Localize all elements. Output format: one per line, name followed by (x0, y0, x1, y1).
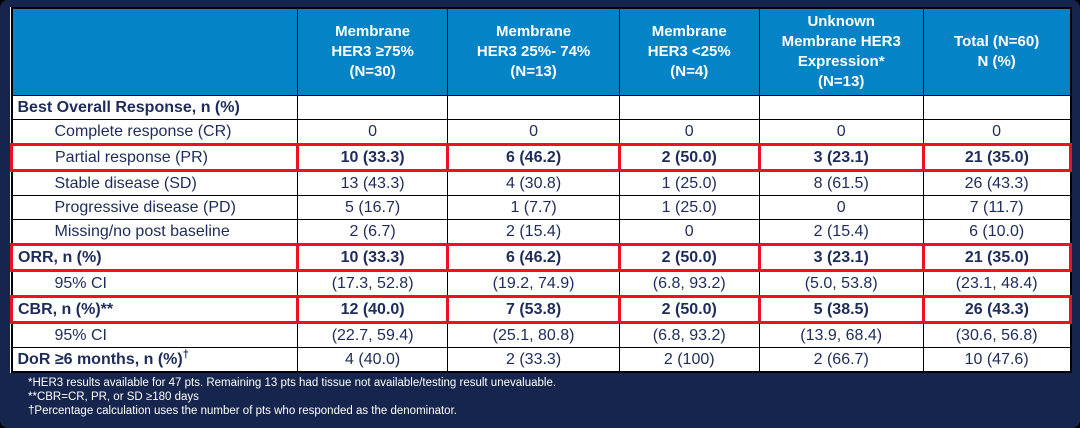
row-label: Progressive disease (PD) (11, 195, 298, 220)
data-cell: 0 (758, 119, 924, 145)
data-cell: 0 (618, 119, 760, 145)
data-cell: 0 (447, 119, 620, 145)
data-cell: 5 (16.7) (296, 195, 449, 220)
corner-header-cell (11, 7, 298, 96)
data-cell: 8 (61.5) (758, 170, 924, 196)
table-row: Partial response (PR) 10 (33.3) 6 (46.2) 2 … (10, 143, 1073, 172)
table-header-row: Membrane HER3 ≥75% (N=30) Membrane HER3 2… (11, 7, 1072, 96)
row-label: DoR ≥6 months, n (%)† (11, 347, 298, 373)
footnote-her3-availability: *HER3 results available for 47 pts. Rema… (28, 377, 557, 389)
table-row: ORR, n (%) 10 (33.3) 6 (46.2) 2 (50.0) 3 (23… (10, 243, 1073, 272)
data-cell (447, 95, 620, 120)
data-cell: 4 (30.8) (447, 170, 620, 196)
table-row: Complete response (CR) 0 0 0 0 0 (11, 119, 1072, 145)
data-cell: 2 (50.0) (617, 243, 761, 272)
row-label: 95% CI (11, 270, 298, 297)
row-label: Partial response (PR) (10, 143, 299, 172)
data-cell: 21 (35.0) (921, 143, 1073, 172)
data-cell: 6 (46.2) (446, 143, 621, 172)
data-cell: 3 (23.1) (757, 143, 925, 172)
data-cell: 7 (11.7) (922, 195, 1072, 220)
data-cell: (25.1, 80.8) (447, 322, 620, 348)
data-cell: 2 (50.0) (617, 143, 761, 172)
footnote-percentage-denominator: †Percentage calculation uses the number … (28, 405, 457, 417)
data-cell: 6 (10.0) (922, 219, 1072, 245)
data-cell: 10 (33.3) (295, 143, 450, 172)
best-overall-response-table: Membrane HER3 ≥75% (N=30) Membrane HER3 2… (10, 7, 1073, 373)
row-label: Missing/no post baseline (11, 219, 298, 245)
data-cell: 12 (40.0) (295, 295, 450, 324)
data-cell: 26 (43.3) (921, 295, 1073, 324)
table-row: 95% CI (22.7, 59.4) (25.1, 80.8) (6.8, 93.2… (11, 322, 1072, 348)
data-cell: 0 (922, 119, 1072, 145)
data-cell: 3 (23.1) (757, 243, 925, 272)
data-cell: 10 (33.3) (295, 243, 450, 272)
data-cell: (17.3, 52.8) (296, 270, 449, 297)
data-cell: 2 (66.7) (758, 347, 924, 373)
data-cell: 2 (100) (618, 347, 760, 373)
data-cell: 5 (38.5) (757, 295, 925, 324)
data-cell: 1 (25.0) (618, 195, 760, 220)
data-cell: 2 (15.4) (447, 219, 620, 245)
data-cell: (22.7, 59.4) (296, 322, 449, 348)
data-cell (618, 95, 760, 120)
table-row: CBR, n (%)** 12 (40.0) 7 (53.8) 2 (50.0) 5 (… (10, 295, 1073, 324)
table-row: 95% CI (17.3, 52.8) (19.2, 74.9) (6.8, 93.2… (11, 270, 1072, 297)
data-cell: (6.8, 93.2) (618, 322, 760, 348)
footnote-cbr-definition: **CBR=CR, PR, or SD ≥180 days (28, 391, 199, 403)
data-cell (758, 95, 924, 120)
data-cell: 0 (296, 119, 449, 145)
data-cell: 6 (46.2) (446, 243, 621, 272)
data-cell: (13.9, 68.4) (758, 322, 924, 348)
data-cell: 2 (33.3) (447, 347, 620, 373)
data-cell: 1 (7.7) (447, 195, 620, 220)
data-cell: 0 (758, 195, 924, 220)
data-cell (922, 95, 1072, 120)
data-cell (296, 95, 449, 120)
data-cell: 26 (43.3) (922, 170, 1072, 196)
row-label: ORR, n (%) (10, 243, 299, 272)
data-cell: 2 (6.7) (296, 219, 449, 245)
table-row: Missing/no post baseline 2 (6.7) 2 (15.4) 0… (11, 219, 1072, 245)
data-cell: 2 (15.4) (758, 219, 924, 245)
table-row: Stable disease (SD) 13 (43.3) 4 (30.8) 1 (2… (11, 170, 1072, 196)
data-cell: (5.0, 53.8) (758, 270, 924, 297)
footnotes: *HER3 results available for 47 pts. Rema… (28, 376, 556, 418)
data-cell: (23.1, 48.4) (922, 270, 1072, 297)
row-label: 95% CI (11, 322, 298, 348)
data-cell: 4 (40.0) (296, 347, 449, 373)
data-cell: 1 (25.0) (618, 170, 760, 196)
data-cell: 7 (53.8) (446, 295, 621, 324)
row-label: Complete response (CR) (11, 119, 298, 145)
data-cell: 10 (47.6) (922, 347, 1072, 373)
column-header: Total (N=60) N (%) (922, 7, 1072, 96)
table-row: Best Overall Response, n (%) (11, 95, 1072, 120)
column-header: Membrane HER3 ≥75% (N=30) (296, 7, 449, 96)
data-cell: 21 (35.0) (921, 243, 1073, 272)
column-header: Membrane HER3 <25% (N=4) (618, 7, 760, 96)
data-cell: 13 (43.3) (296, 170, 449, 196)
row-label: CBR, n (%)** (10, 295, 299, 324)
column-header: Unknown Membrane HER3 Expression* (N=13) (758, 7, 924, 96)
row-label: Best Overall Response, n (%) (11, 95, 298, 120)
row-label: Stable disease (SD) (11, 170, 298, 196)
data-cell: 2 (50.0) (617, 295, 761, 324)
data-cell: (6.8, 93.2) (618, 270, 760, 297)
data-cell: 0 (618, 219, 760, 245)
data-cell: (19.2, 74.9) (447, 270, 620, 297)
table-row: Progressive disease (PD) 5 (16.7) 1 (7.7) 1… (11, 195, 1072, 220)
table-row: DoR ≥6 months, n (%)† 4 (40.0) 2 (33.3) 2 (… (11, 347, 1072, 373)
column-header: Membrane HER3 25%- 74% (N=13) (447, 7, 620, 96)
data-cell: (30.6, 56.8) (922, 322, 1072, 348)
